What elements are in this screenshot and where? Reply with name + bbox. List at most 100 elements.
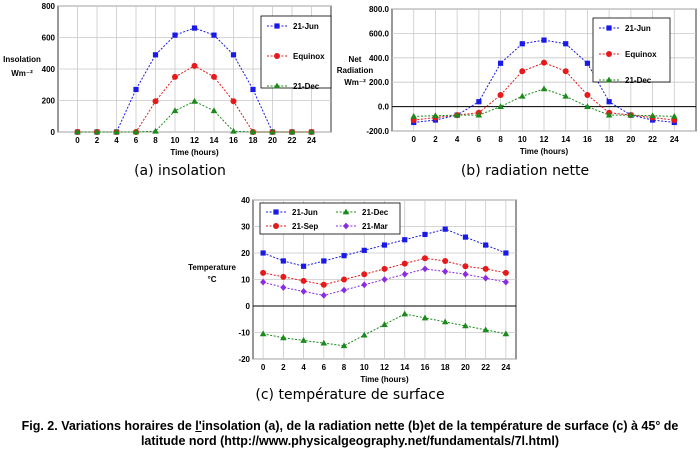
chart-c-data-point xyxy=(381,242,388,248)
chart-b-data-point xyxy=(606,99,612,105)
chart-c-data-point xyxy=(482,274,489,282)
chart-c-y-axis-label: Temperature xyxy=(188,263,236,272)
chart-c-y-tick-label: 10 xyxy=(241,276,250,285)
chart-c-legend-label: 21-Dec xyxy=(362,208,389,217)
chart-c-data-point xyxy=(360,331,368,338)
chart-a-legend-entry: 21-Jun xyxy=(267,22,319,31)
chart-b-legend-box xyxy=(592,17,671,83)
chart-c-data-point xyxy=(381,265,388,272)
chart-c-x-tick-label: 4 xyxy=(301,363,306,372)
chart-b-data-point xyxy=(519,68,526,75)
chart-a-data-point xyxy=(210,107,218,114)
chart-c-data-point xyxy=(503,250,509,256)
chart-b-data-point xyxy=(497,103,504,109)
chart-c-data-point xyxy=(462,263,469,270)
chart-a-x-tick-label: 6 xyxy=(134,136,139,145)
chart-a-data-point xyxy=(152,127,159,134)
chart-c-legend: 21-Jun 21-Dec 21-Sep 21-Mar xyxy=(259,202,401,235)
chart-c-data-point xyxy=(442,268,449,275)
chart-c-data-point xyxy=(381,321,388,327)
chart-c-legend-label: 21-Jun xyxy=(292,208,318,217)
chart-c-legend-box xyxy=(259,202,401,235)
caption-text-end: insolation (a), de la radiation nette (b… xyxy=(201,419,679,433)
chart-a-legend-marker xyxy=(274,53,280,59)
chart-c-data-point xyxy=(361,271,368,278)
chart-c-data-point xyxy=(462,234,469,240)
chart-b-data-point xyxy=(584,103,591,109)
chart-c-data-point xyxy=(502,269,509,276)
chart-c-data-point xyxy=(341,286,348,294)
chart-c-data-point xyxy=(300,263,307,269)
chart-b-x-tick-label: 24 xyxy=(670,135,679,144)
chart-c-data-point xyxy=(320,339,328,346)
chart-c-x-tick-label: 16 xyxy=(421,363,430,372)
chart-c-data-point xyxy=(300,277,307,284)
chart-a-data-point xyxy=(113,128,120,135)
chart-c-legend-marker xyxy=(273,209,279,215)
chart-c-data-point xyxy=(320,292,327,299)
chart-b-data-point xyxy=(540,85,548,92)
chart-b-data-point xyxy=(476,99,482,105)
chart-c-data-point xyxy=(462,270,469,278)
chart-c-data-point xyxy=(320,281,327,288)
chart-a-x-tick-label: 2 xyxy=(95,136,100,145)
chart-b-data-point xyxy=(518,92,526,99)
chart-c-legend-marker xyxy=(273,223,279,229)
chart-c-data-point xyxy=(502,278,509,286)
chart-c-data-point xyxy=(401,260,408,267)
chart-c-series-21-jun xyxy=(260,226,509,269)
chart-c-legend-marker xyxy=(343,222,349,230)
chart-c-y-tick-label: 0 xyxy=(246,302,251,311)
chart-c-legend-marker xyxy=(342,208,350,215)
chart-c-data-point xyxy=(340,342,348,349)
chart-b-data-point xyxy=(541,59,547,66)
chart-c-y-tick-label: -10 xyxy=(238,329,250,338)
chart-b-x-tick-label: 2 xyxy=(433,135,438,144)
chart-c-y-tick-label: 20 xyxy=(241,249,250,258)
chart-a-legend-label: 21-Dec xyxy=(293,82,320,91)
chart-c-data-point xyxy=(421,314,429,321)
chart-c-series-21-dec xyxy=(259,310,510,349)
chart-c-data-point xyxy=(260,278,267,286)
chart-a-x-tick-label: 10 xyxy=(171,136,180,145)
chart-a-data-point xyxy=(74,128,81,135)
chart-c-data-point xyxy=(361,247,367,253)
chart-b-legend-entry: Equinox xyxy=(599,50,657,59)
chart-b-data-point xyxy=(584,92,591,99)
chart-a-legend-label: 21-Jun xyxy=(293,22,319,31)
chart-b-y-tick-label: 600.0 xyxy=(369,29,390,38)
chart-c-x-tick-label: 12 xyxy=(380,363,389,372)
chart-b-x-tick-label: 12 xyxy=(540,135,549,144)
chart-a-x-tick-label: 18 xyxy=(249,136,258,145)
chart-c-legend-label: 21-Sep xyxy=(292,222,318,231)
chart-b-x-tick-label: 18 xyxy=(605,135,614,144)
chart-c-y-tick-label: 30 xyxy=(241,223,250,232)
chart-b-y-axis-unit: Wm⁻² xyxy=(344,78,366,87)
chart-b-data-point xyxy=(432,112,439,119)
chart-b-y-tick-label: -200.0 xyxy=(366,127,389,136)
chart-c-legend-entry: 21-Sep xyxy=(266,222,318,231)
chart-b-data-point xyxy=(541,37,547,43)
chart-c-data-point xyxy=(421,255,428,262)
chart-a-data-point xyxy=(172,73,178,80)
chart-c-data-point xyxy=(502,330,510,337)
caption-link[interactable]: l' xyxy=(195,419,202,433)
chart-b-y-axis-label: Net xyxy=(349,55,362,64)
chart-c-data-point xyxy=(260,250,266,256)
chart-a-data-point xyxy=(308,128,315,135)
chart-a-data-point xyxy=(152,98,159,105)
chart-a-x-tick-label: 14 xyxy=(210,136,219,145)
chart-c-data-point xyxy=(421,265,428,273)
chart-c-data-point xyxy=(441,318,449,325)
chart-b-x-tick-label: 16 xyxy=(583,135,592,144)
chart-b-legend-marker xyxy=(606,51,612,57)
chart-b-y-tick-label: 800.0 xyxy=(369,5,390,14)
chart-c-data-point xyxy=(401,310,409,317)
chart-a-data-point xyxy=(211,73,217,80)
chart-a-legend-entry: Equinox xyxy=(267,52,325,61)
chart-c-data-point xyxy=(280,284,287,291)
chart-net-radiation: 0 2 4 6 8 10 12 14 16 18 20 22 24 -200.0 0.0 200.0 400.0… xyxy=(336,0,700,162)
chart-b-legend-marker xyxy=(605,76,613,83)
chart-c-x-tick-label: 24 xyxy=(501,363,510,372)
subcaption-insolation: (a) insolation xyxy=(134,163,226,179)
